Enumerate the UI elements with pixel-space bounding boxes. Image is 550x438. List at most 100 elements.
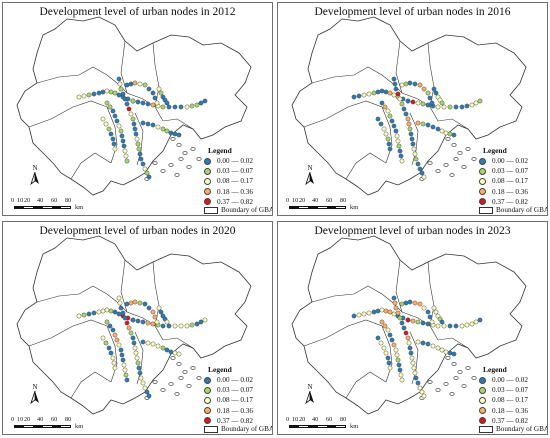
urban-node	[160, 126, 166, 132]
city-boundary	[28, 100, 108, 128]
boundary-swatch	[204, 425, 218, 433]
urban-node	[81, 312, 87, 318]
urban-node	[399, 158, 405, 164]
island-outline	[186, 384, 192, 388]
urban-node	[158, 309, 164, 315]
urban-node	[411, 146, 417, 152]
city-boundary	[106, 325, 118, 383]
urban-node	[146, 174, 152, 180]
urban-node	[164, 347, 170, 353]
island-outline	[168, 163, 174, 167]
urban-node	[132, 80, 138, 86]
scale-unit: km	[75, 423, 84, 430]
urban-node	[412, 151, 418, 157]
gba-boundary	[291, 235, 527, 415]
urban-node	[379, 307, 385, 313]
urban-node	[430, 343, 436, 349]
urban-node	[351, 313, 357, 319]
urban-node	[383, 308, 389, 314]
urban-node	[408, 350, 414, 356]
legend-item: 0.03 — 0.07	[479, 385, 547, 395]
scale-tick: 0	[286, 197, 290, 204]
urban-node	[133, 350, 139, 356]
urban-node	[378, 121, 384, 127]
urban-node	[447, 131, 453, 137]
urban-node	[116, 311, 122, 317]
urban-node	[427, 314, 433, 320]
urban-node	[120, 138, 126, 144]
scale-tick: 10	[17, 197, 24, 204]
urban-node	[135, 360, 141, 366]
urban-node	[96, 90, 102, 96]
urban-node	[391, 311, 397, 317]
urban-node	[407, 345, 413, 351]
map-panel-2012: Development level of urban nodes in 2012…	[2, 2, 273, 216]
urban-node	[399, 377, 405, 383]
scale-bar-segments	[289, 425, 346, 428]
legend-item: 0.18 — 0.36	[204, 187, 272, 197]
city-boundary	[345, 152, 387, 180]
legend-swatch	[479, 188, 486, 196]
urban-node	[144, 389, 150, 395]
urban-node	[124, 158, 130, 164]
legend-swatch	[479, 407, 486, 415]
city-boundary	[70, 371, 112, 399]
urban-node	[131, 121, 137, 127]
urban-node	[361, 92, 367, 98]
urban-node	[407, 80, 413, 86]
urban-node	[128, 111, 134, 117]
urban-node	[433, 90, 439, 96]
urban-node	[420, 320, 426, 326]
urban-node	[387, 332, 393, 338]
urban-node	[406, 121, 412, 127]
urban-node	[435, 104, 441, 110]
urban-node	[124, 101, 130, 107]
urban-node	[415, 161, 421, 167]
urban-node	[429, 319, 435, 325]
urban-node	[473, 100, 479, 106]
north-arrow: N	[29, 383, 41, 407]
urban-node	[150, 321, 156, 327]
urban-node	[435, 126, 441, 132]
scale-tick: 80	[340, 416, 347, 423]
urban-node	[128, 81, 134, 87]
boundary-swatch	[204, 206, 218, 214]
urban-node	[198, 100, 204, 106]
urban-node	[111, 360, 117, 366]
urban-node	[131, 340, 137, 346]
urban-node	[443, 349, 449, 355]
urban-node	[158, 90, 164, 96]
legend-item: 0.03 — 0.07	[479, 166, 547, 176]
urban-node	[108, 131, 114, 137]
urban-node	[387, 309, 393, 315]
urban-node	[443, 130, 449, 136]
island-outline	[168, 382, 174, 386]
gba-map	[16, 235, 252, 415]
urban-node	[142, 82, 148, 88]
urban-node	[420, 121, 426, 127]
scale-tick: 40	[312, 416, 319, 423]
north-arrow-icon	[30, 390, 39, 405]
island-outline	[196, 157, 202, 161]
legend-item: 0.03 — 0.07	[204, 166, 272, 176]
urban-node	[112, 90, 118, 96]
urban-node	[140, 319, 146, 325]
legend-swatch	[204, 376, 211, 384]
island-outline	[461, 165, 467, 169]
urban-node	[100, 116, 106, 122]
urban-node	[164, 319, 170, 325]
urban-node	[152, 314, 158, 320]
island-outline	[170, 356, 176, 360]
urban-node	[118, 128, 124, 134]
urban-node	[145, 320, 151, 326]
urban-node	[107, 323, 113, 329]
urban-node	[118, 347, 124, 353]
legend: Legend 0.00 — 0.02 0.03 — 0.07 0.08 — 0.…	[204, 146, 272, 207]
urban-node	[410, 99, 416, 105]
urban-node	[133, 131, 139, 137]
urban-node	[176, 351, 182, 357]
urban-node	[407, 126, 413, 132]
urban-node	[401, 325, 407, 331]
legend-title: Legend	[483, 365, 507, 374]
urban-node	[382, 323, 388, 329]
